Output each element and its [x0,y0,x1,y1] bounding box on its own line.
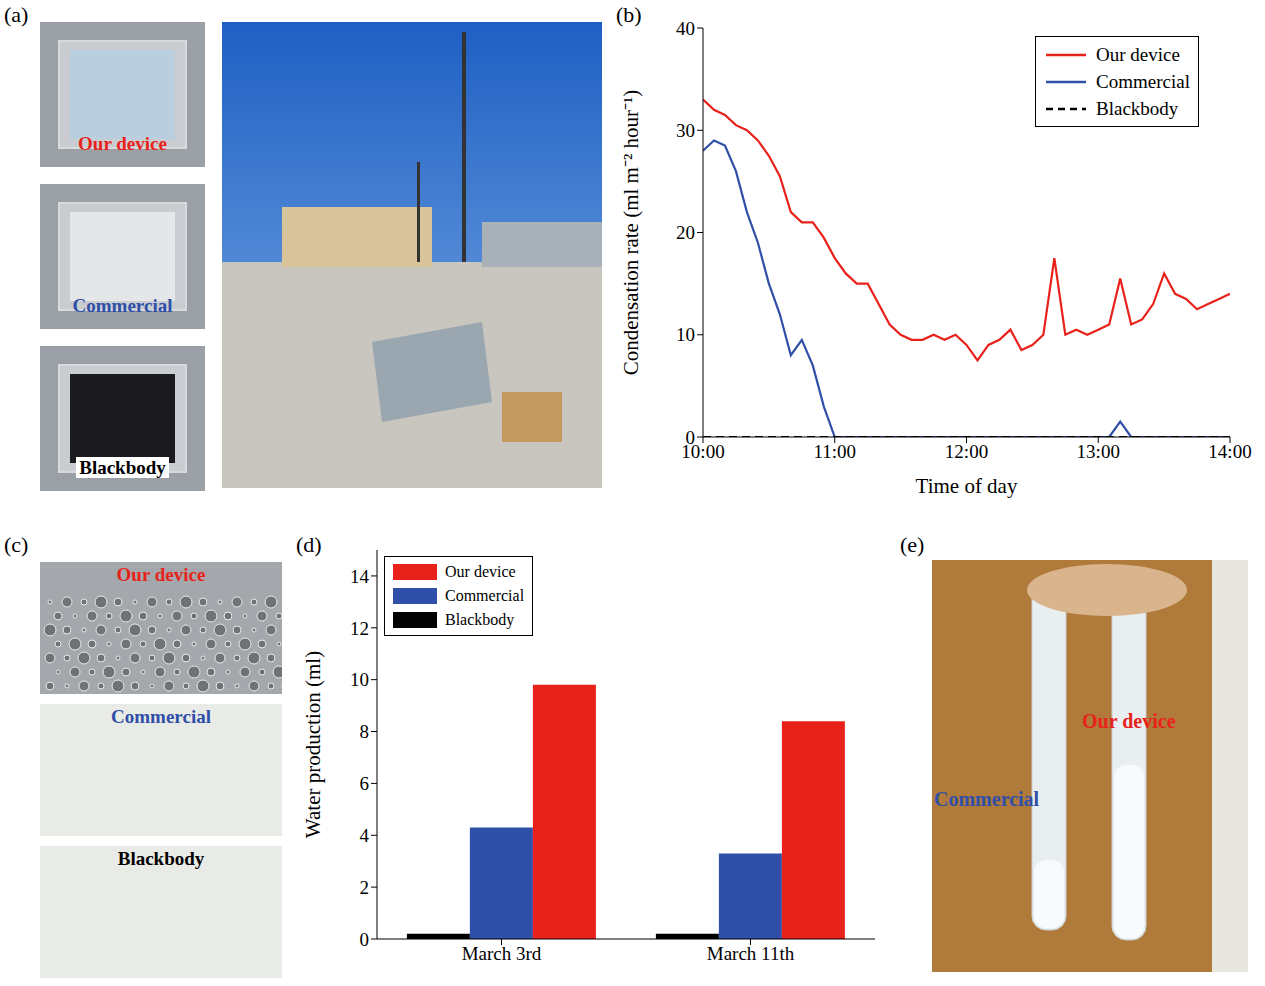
html-text:(e): (e) [900,532,925,557]
svg-text:12: 12 [350,618,369,639]
html-text:Commercial: Commercial [445,587,525,604]
html-text:Commercial: Commercial [934,788,1040,810]
html-text:Commercial: Commercial [72,295,173,316]
svg-text:Time of day: Time of day [916,474,1018,498]
svg-text:March 11th: March 11th [707,943,795,964]
html-text:Blackbody: Blackbody [1096,97,1179,119]
svg-text:12:00: 12:00 [945,441,988,462]
html-text:Our device: Our device [1096,43,1180,65]
html-text:Our device: Our device [116,564,206,585]
svg-text:8: 8 [360,721,370,742]
svg-text:March 3rd: March 3rd [462,943,542,964]
svg-text:10: 10 [676,324,695,345]
html-text:(c): (c) [4,532,29,557]
svg-text:10: 10 [350,669,369,690]
svg-text:40: 40 [676,18,695,39]
html-text:Commercial: Commercial [1096,70,1190,92]
svg-text:0: 0 [360,929,370,950]
svg-text:10:00: 10:00 [681,441,725,463]
html-text:Blackbody: Blackbody [445,611,515,628]
html-text:(d): (d) [296,532,322,557]
svg-text:14: 14 [350,566,370,587]
html-text:Our device: Our device [1082,710,1176,732]
svg-text:2: 2 [360,877,370,898]
svg-text:Water production (ml): Water production (ml) [301,651,325,838]
svg-text:4: 4 [360,825,370,846]
html-text:Blackbody: Blackbody [79,457,166,478]
svg-text:14:00: 14:00 [1208,441,1251,462]
html-text:Our device: Our device [445,563,516,580]
svg-text:20: 20 [676,222,695,243]
svg-text:Condensation rate (ml m⁻² hour: Condensation rate (ml m⁻² hour⁻¹) [619,90,643,376]
html-text:(a): (a) [4,2,29,27]
svg-text:6: 6 [360,773,370,794]
html-text:Blackbody: Blackbody [117,848,205,869]
html-text:Commercial: Commercial [111,706,211,727]
html-text:(b): (b) [616,2,642,27]
svg-text:13:00: 13:00 [1077,441,1120,462]
html-text:Our device: Our device [78,133,167,154]
svg-text:0: 0 [686,427,696,448]
svg-text:30: 30 [676,120,695,141]
svg-text:11:00: 11:00 [813,441,856,462]
